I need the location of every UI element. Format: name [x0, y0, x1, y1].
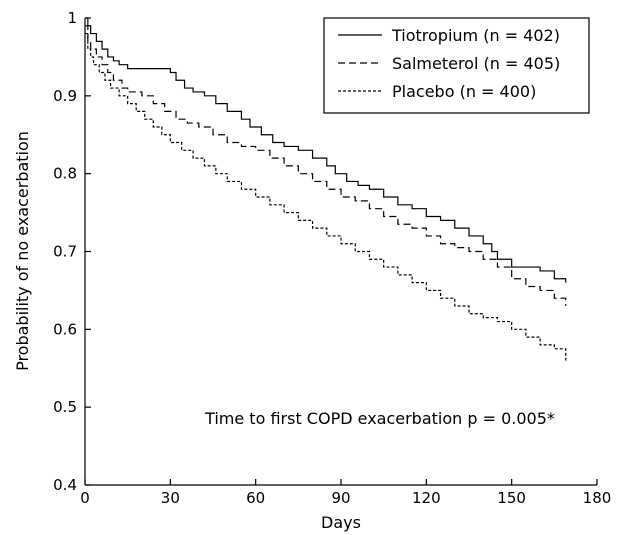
y-tick-label: 0.4	[53, 476, 77, 494]
x-axis-label: Days	[321, 513, 361, 532]
x-tick-label: 120	[412, 489, 441, 507]
x-tick-label: 180	[583, 489, 612, 507]
legend: Tiotropium (n = 402) Salmeterol (n = 405)…	[323, 17, 590, 114]
y-ticks: 0.4 0.5 0.6 0.7 0.8 0.9 1	[53, 9, 91, 494]
series-layer	[85, 17, 567, 361]
y-tick-label: 0.7	[53, 243, 77, 261]
y-tick-label: 1	[67, 9, 77, 27]
y-tick-label: 0.8	[53, 165, 77, 183]
p-value-annotation: Time to first COPD exacerbation p = 0.00…	[204, 409, 555, 428]
y-tick-label: 0.5	[53, 398, 77, 416]
y-tick-label: 0.6	[53, 320, 77, 338]
legend-box	[323, 17, 590, 114]
x-tick-label: 90	[331, 489, 350, 507]
series-line-placebo	[85, 32, 567, 361]
legend-label: Placebo (n = 400)	[392, 82, 536, 101]
x-ticks: 0 30 60 90 120 150 180	[80, 479, 611, 507]
x-tick-label: 0	[80, 489, 90, 507]
legend-items: Tiotropium (n = 402) Salmeterol (n = 405)…	[338, 26, 560, 101]
y-axis-label: Probability of no exacerbation	[13, 131, 32, 371]
y-tick-label: 0.9	[53, 87, 77, 105]
x-tick-label: 60	[246, 489, 265, 507]
legend-label: Tiotropium (n = 402)	[391, 26, 560, 45]
legend-label: Salmeterol (n = 405)	[392, 54, 560, 73]
x-tick-label: 30	[161, 489, 180, 507]
series-line-salmeterol	[85, 25, 567, 306]
x-tick-label: 150	[497, 489, 526, 507]
series-line-tiotropium	[85, 17, 567, 283]
